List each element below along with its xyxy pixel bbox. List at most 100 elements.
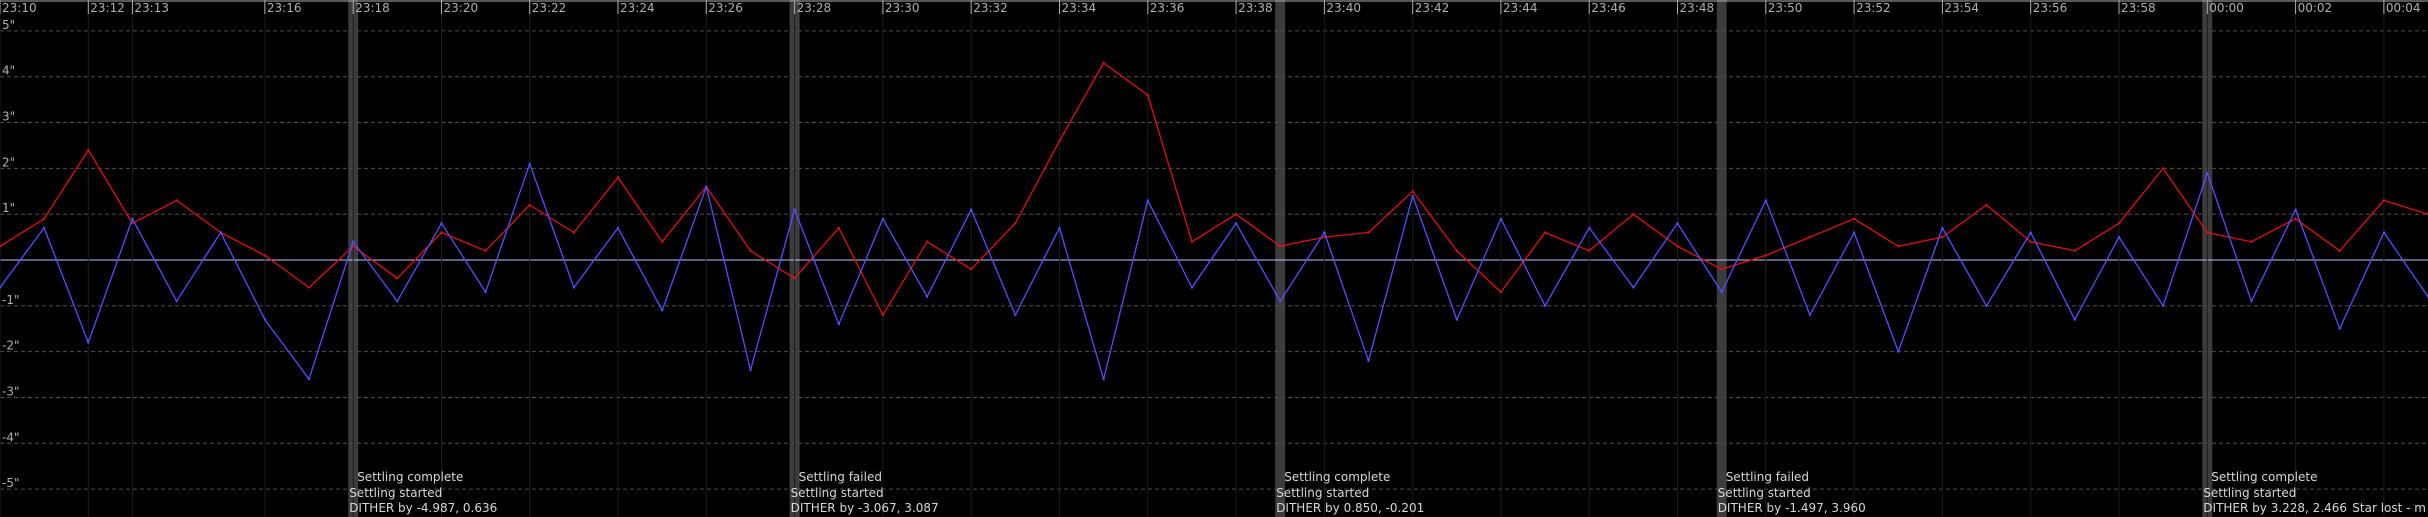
series-point — [0, 245, 2, 248]
series-point — [396, 277, 399, 280]
x-tick-label: 00:02 — [2298, 1, 2333, 15]
series-point — [352, 240, 355, 243]
series-point — [1764, 254, 1768, 257]
status-text: Star lost - m — [2352, 501, 2426, 515]
series-point — [528, 203, 531, 207]
series-point — [2073, 249, 2076, 252]
series-point — [1543, 231, 1547, 234]
series-point — [793, 277, 796, 280]
series-point — [2029, 240, 2032, 243]
x-tick-label: 00:04 — [2386, 1, 2421, 15]
series-point — [1102, 377, 1105, 381]
series-point — [2206, 171, 2209, 175]
series-point — [970, 208, 973, 211]
series-point — [2250, 240, 2253, 243]
axis-labels: 5" 4" 3" 2" 1" -1" -2" -3" -4" -5" 23:10 23:12 23:13… — [2, 1, 2420, 490]
x-tick-label: 23:24 — [620, 1, 655, 15]
series — [0, 61, 2428, 381]
series-point — [307, 377, 311, 381]
x-tick-label: 23:26 — [708, 1, 743, 15]
x-tick-label: 23:34 — [1062, 1, 1097, 15]
series-point — [2161, 167, 2165, 170]
series-point — [970, 268, 973, 271]
series-point — [2206, 231, 2209, 234]
x-tick-label: 23:44 — [1503, 1, 1538, 15]
series-point — [307, 286, 311, 289]
series-line — [0, 62, 2428, 316]
x-tick-label: 23:16 — [267, 1, 302, 15]
dither-event-label: Settling started — [349, 486, 442, 500]
x-tick-label: 23:48 — [1680, 1, 1715, 15]
series-point — [1720, 268, 1723, 271]
series-point — [793, 208, 796, 211]
series-point — [484, 290, 487, 294]
x-tick-label: 23:10 — [2, 1, 37, 15]
y-tick-label: 5" — [2, 18, 15, 32]
series-point — [1058, 226, 1061, 230]
series-point — [528, 162, 531, 165]
series-point — [1985, 203, 1988, 207]
series-point — [42, 226, 46, 230]
settle-band — [1716, 0, 1727, 517]
dither-event-label: Settling failed — [799, 470, 882, 484]
series-point — [1279, 300, 1282, 303]
series-point — [616, 176, 620, 179]
series-point — [1588, 226, 1591, 230]
x-tick-label: 23:40 — [1326, 1, 1361, 15]
series-point — [175, 300, 178, 303]
dither-event-label: Settling complete — [2211, 470, 2317, 484]
series-point — [1941, 226, 1944, 230]
series-point — [1190, 286, 1194, 289]
series-point — [616, 226, 620, 230]
series-point — [1411, 194, 1414, 198]
series-point — [42, 217, 46, 220]
series-point — [263, 318, 267, 321]
x-tick-label: 00:00 — [2209, 1, 2244, 15]
series-point — [1323, 231, 1326, 234]
series-point — [1764, 199, 1768, 202]
settle-band — [1275, 0, 1286, 517]
y-tick-label: -4" — [2, 430, 19, 444]
series-point — [1808, 313, 1812, 317]
series-point — [1234, 222, 1238, 225]
event-labels: Settling complete Settling started DITHER … — [349, 470, 2347, 515]
y-tick-label: 2" — [2, 155, 15, 169]
series-point — [175, 199, 178, 202]
series-point — [1102, 61, 1105, 65]
x-tick-label: 23:30 — [885, 1, 920, 15]
series-point — [881, 217, 885, 220]
series-point — [219, 231, 222, 234]
series-point — [396, 300, 399, 303]
series-point — [1499, 290, 1503, 294]
series-point — [572, 286, 576, 289]
y-tick-label: -2" — [2, 339, 19, 353]
x-tick-label: 23:46 — [1591, 1, 1626, 15]
series-line — [0, 163, 2428, 380]
series-point — [1941, 235, 1944, 239]
dither-event-label: Settling started — [1718, 486, 1811, 500]
series-point — [2338, 327, 2341, 330]
series-point — [0, 286, 2, 289]
series-point — [1146, 93, 1150, 97]
series-point — [1676, 245, 1679, 248]
series-point — [1720, 290, 1723, 294]
x-tick-label: 23:22 — [532, 1, 567, 15]
x-tick-label: 23:54 — [1944, 1, 1979, 15]
series-point — [131, 217, 134, 220]
series-point — [87, 341, 90, 344]
series-point — [440, 222, 443, 225]
dither-event-label: Settling complete — [1284, 470, 1390, 484]
x-tick-label: 23:42 — [1415, 1, 1450, 15]
series-point — [881, 313, 885, 317]
series-point — [1808, 235, 1812, 239]
dither-event-label: DITHER by 3.228, 2.466 — [2203, 501, 2347, 515]
series-point — [837, 226, 840, 230]
series-point — [1852, 217, 1856, 220]
series-point — [1632, 286, 1635, 289]
series-point — [352, 245, 355, 248]
series-point — [1014, 222, 1017, 225]
x-tick-label: 23:38 — [1238, 1, 1273, 15]
series-point — [749, 249, 752, 252]
